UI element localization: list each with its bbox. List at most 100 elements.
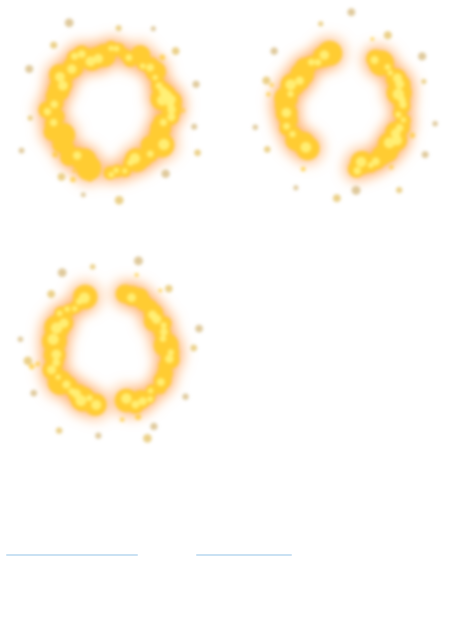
- ring-highlight-blob: [166, 94, 176, 104]
- ring-highlight-blob: [72, 151, 82, 160]
- ring-highlight-blob: [91, 399, 102, 411]
- ring-highlight-blob: [160, 322, 167, 329]
- ring-highlight-blob: [319, 50, 330, 60]
- ring-highlight-blob: [167, 105, 176, 115]
- spark-particle: [115, 25, 122, 32]
- spark-particle: [134, 413, 142, 421]
- ring-highlight-blob: [93, 53, 104, 64]
- spark-particle: [388, 164, 394, 170]
- ring-highlight-blob: [127, 293, 137, 303]
- spark-particle: [18, 147, 25, 154]
- spark-particle: [133, 256, 143, 266]
- ring-highlight-blob: [75, 395, 87, 407]
- ring-highlight-blob: [64, 306, 71, 312]
- spark-particle: [57, 268, 67, 277]
- ring-highlight-blob: [57, 80, 68, 91]
- ring-frame-2: [236, 0, 456, 220]
- spark-particle: [159, 54, 166, 61]
- ring-highlight-blob: [125, 54, 133, 62]
- spark-particle: [182, 393, 189, 400]
- ring-highlight-blob: [289, 130, 296, 138]
- ring-highlight-blob: [151, 314, 162, 324]
- spark-particle: [266, 92, 271, 97]
- ring-highlight-blob: [387, 70, 394, 76]
- ring-highlight-blob: [307, 58, 315, 66]
- spark-particle: [418, 52, 427, 61]
- ring-highlight-blob: [121, 393, 132, 404]
- ring-highlight-blob: [85, 56, 96, 67]
- spark-particle: [370, 37, 375, 41]
- spark-particle: [55, 427, 63, 434]
- spark-particle: [263, 146, 271, 153]
- spark-particle: [269, 82, 274, 88]
- ring-frame-3: [0, 240, 220, 460]
- ring-highlight-blob: [370, 55, 379, 65]
- ring-highlight-blob: [384, 63, 391, 71]
- spark-particle: [114, 195, 124, 205]
- spark-particle: [421, 151, 429, 159]
- spark-particle: [27, 115, 33, 121]
- spark-particle: [35, 361, 41, 367]
- spark-particle: [64, 18, 74, 28]
- spark-particle: [252, 124, 259, 131]
- ring-highlight-blob: [159, 335, 167, 342]
- ring-highlight: [43, 45, 176, 178]
- ring-highlight-blob: [52, 358, 61, 367]
- spark-particle: [17, 336, 24, 343]
- ring-frame-3-svg: [17, 256, 203, 443]
- spark-particle: [28, 363, 35, 370]
- spark-particle: [421, 78, 427, 85]
- ring-highlight-blob: [147, 387, 154, 394]
- spark-particle: [72, 168, 77, 173]
- ring-highlight-blob: [152, 74, 158, 81]
- ring-highlight-blob: [165, 354, 174, 364]
- spark-particle: [164, 284, 173, 293]
- spark-particle: [119, 417, 125, 422]
- spark-particle: [396, 186, 403, 194]
- ring-highlight-blob: [113, 45, 120, 52]
- spark-particle: [23, 356, 33, 366]
- ring-highlight-blob: [59, 318, 69, 328]
- ring-highlight-blob: [287, 90, 294, 98]
- ring-highlight-blob: [282, 122, 291, 130]
- spark-particle: [270, 47, 278, 55]
- spark-particle: [80, 192, 86, 198]
- ring-highlight-blob: [355, 156, 367, 168]
- spark-particle: [161, 169, 170, 179]
- ring-highlight-blob: [78, 292, 90, 304]
- ring-highlight-blob: [139, 63, 146, 69]
- ring-highlight-blob: [55, 71, 65, 82]
- ring-highlight-blob: [67, 64, 77, 74]
- sprite-edge-strip-left: [6, 554, 138, 556]
- spark-particle: [88, 177, 93, 182]
- spark-particle: [409, 132, 416, 139]
- spark-particle: [30, 389, 38, 397]
- ring-frame-1: [0, 0, 220, 220]
- ring-highlight-blob: [127, 159, 134, 166]
- spark-particle: [143, 433, 152, 443]
- ring-highlight-blob: [77, 50, 86, 59]
- ring-highlight-blob: [113, 167, 120, 174]
- ring-highlight-blob: [47, 333, 59, 345]
- sprite-edge-strip-right: [196, 554, 292, 556]
- ring-highlight-blob: [43, 107, 52, 116]
- ring-frame-2-svg: [252, 8, 438, 203]
- spark-particle: [262, 76, 271, 85]
- ring-highlight-blob: [131, 400, 140, 409]
- spark-particle: [171, 47, 180, 56]
- ring-highlight-blob: [56, 310, 63, 317]
- ring-highlight-blob: [70, 52, 79, 60]
- spark-particle: [70, 176, 76, 183]
- spark-particle: [347, 8, 356, 17]
- spark-particle: [300, 166, 306, 172]
- spark-particle: [191, 123, 198, 130]
- spark-particle: [351, 185, 361, 195]
- ring-highlight-blob: [400, 117, 407, 123]
- spark-particle: [134, 273, 139, 277]
- ring-highlight-blob: [108, 171, 115, 178]
- ring-highlight-blob: [156, 378, 165, 387]
- ring-highlight-blob: [146, 150, 154, 158]
- ring-highlight-blob: [314, 58, 322, 66]
- spark-particle: [432, 120, 438, 127]
